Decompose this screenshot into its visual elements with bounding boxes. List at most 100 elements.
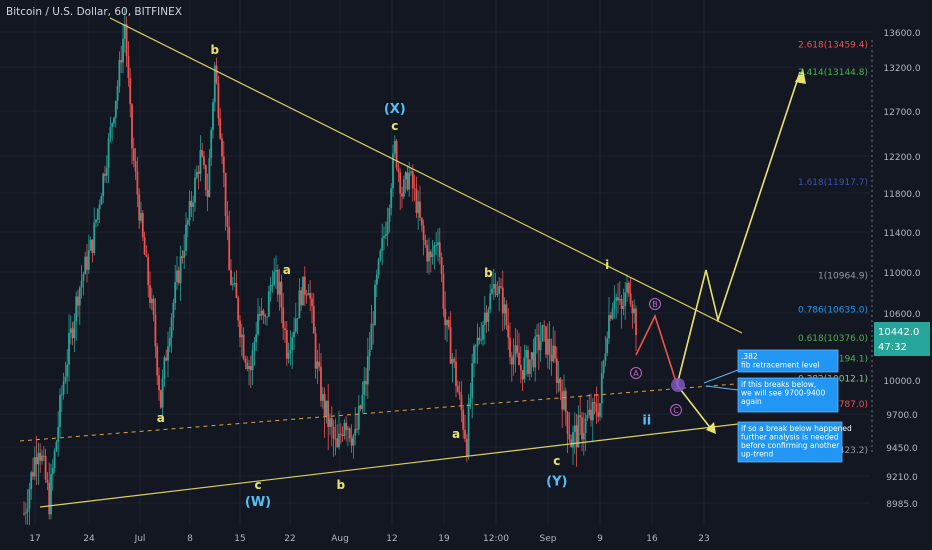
candle-body (179, 256, 182, 284)
price-axis[interactable]: 8985.0 9210.0 9450.0 9700.0 10000.0 10600.0 11… (883, 29, 920, 510)
candle-body (629, 293, 632, 305)
candle-body (548, 338, 551, 355)
candle-body (271, 284, 274, 286)
time-tick-label: 16 (646, 534, 658, 544)
candle-body (260, 310, 263, 316)
candle-body (611, 308, 614, 319)
time-axis[interactable]: 17 24 Jul 8 15 22 Aug 12 19 12:00 Sep 9 16 23 (29, 534, 709, 544)
candle-body (208, 157, 211, 197)
candle-body (383, 236, 385, 239)
candle-body (426, 245, 429, 262)
candle-body (253, 342, 256, 351)
circle-label: B (652, 300, 658, 309)
candle-body (413, 188, 416, 190)
candle-body (233, 283, 236, 285)
candle-body (586, 415, 589, 419)
fib-level-0.786: 0.786(10635.0) (798, 305, 868, 315)
candle-body (289, 350, 292, 354)
candle-body (251, 350, 254, 371)
note-further-line: further analysis is needed (741, 433, 839, 442)
candle-body (203, 156, 205, 166)
candle-body (480, 339, 483, 341)
candle-body (431, 254, 434, 258)
candle-body (458, 391, 461, 395)
candle-body (307, 293, 310, 295)
fib-level-0: 0(9423.2) (824, 446, 868, 456)
candle-body (100, 196, 103, 205)
candle-body (347, 428, 349, 430)
time-tick-label: 9 (597, 534, 603, 544)
candle-body (532, 352, 535, 368)
candle-body (181, 256, 184, 258)
candle-body (411, 171, 414, 189)
candle-body (334, 438, 337, 440)
circle-label: A (633, 369, 639, 378)
fib-level-0.618: 0.618(10376.0) (798, 334, 868, 344)
candle-body (617, 297, 619, 301)
candle-body (323, 393, 326, 416)
upper-trendline (109, 17, 743, 334)
candle-body (177, 270, 180, 284)
candle-body (294, 318, 297, 332)
note-further-line: if so a break below happened (741, 424, 852, 433)
candle-body (462, 409, 465, 430)
candle-body (584, 418, 587, 434)
candle-body (278, 281, 281, 295)
candle-body (172, 302, 175, 318)
candle-body (530, 352, 533, 360)
candle-body (447, 320, 450, 328)
candle-body (305, 294, 308, 296)
candle-body (136, 171, 139, 195)
candle-body (285, 330, 288, 359)
note-pointer (703, 369, 739, 384)
candle-body (564, 390, 567, 413)
candle-body (401, 193, 403, 197)
candle-body (525, 350, 528, 358)
candle-body (224, 172, 227, 217)
candle-body (68, 333, 70, 365)
candle-body (559, 378, 562, 392)
price-tick-label: 9210.0 (886, 473, 918, 483)
candle-body (273, 271, 276, 285)
candle-body (503, 304, 506, 314)
candle-body (357, 405, 360, 430)
candle-body (512, 354, 515, 365)
candle-body (375, 274, 378, 285)
wave-label: c (391, 119, 398, 133)
candle-body (419, 201, 421, 218)
candle-body (50, 474, 52, 515)
candle-body (606, 338, 609, 354)
candle-body (147, 256, 150, 286)
candle-body (437, 242, 439, 245)
candle-body (96, 209, 99, 220)
note-pointer (705, 385, 739, 391)
candle-body (539, 341, 542, 351)
candle-body (131, 104, 133, 149)
wave-label: b (484, 266, 493, 280)
candle-body (183, 250, 186, 258)
candle-body (287, 353, 290, 359)
candle-body (507, 325, 510, 338)
candle-body (44, 455, 47, 480)
candle-body (568, 434, 571, 440)
arrow-head-up (795, 68, 806, 84)
candle-body (123, 24, 126, 39)
candle-body (509, 337, 511, 358)
candle-body (78, 287, 81, 306)
candle-body (386, 221, 389, 235)
candle-body (444, 308, 447, 326)
price-tick-label: 11800.0 (883, 190, 920, 200)
candle-body (46, 479, 49, 483)
candle-body (176, 270, 178, 283)
fib-level-2.618: 2.618(13459.4) (798, 40, 868, 50)
candle-body (545, 326, 547, 355)
candle-body (284, 328, 286, 331)
candle-body (201, 150, 204, 157)
candle-body (591, 401, 594, 421)
candle-body (356, 428, 358, 430)
candle-body (122, 38, 124, 63)
candle-body (330, 418, 333, 427)
candle-body (593, 401, 596, 404)
